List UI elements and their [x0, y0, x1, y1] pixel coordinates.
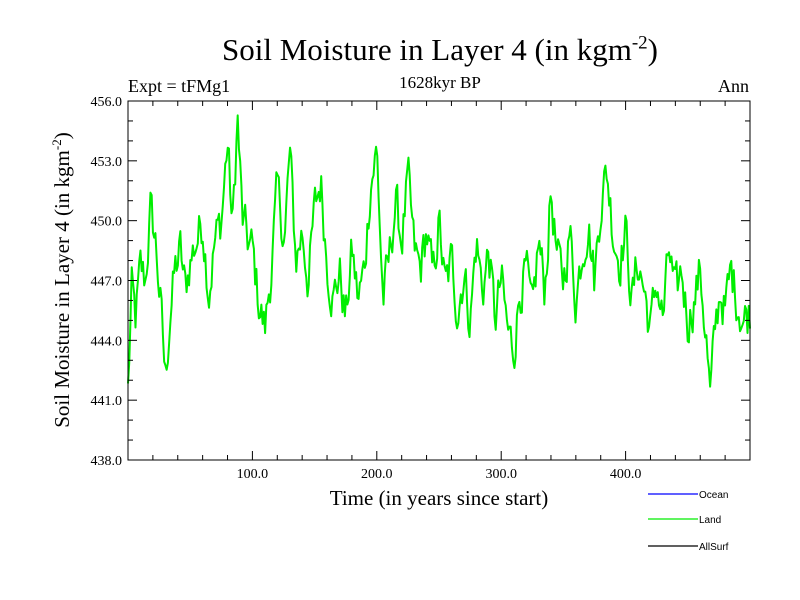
y-tick-label: 450.0	[91, 215, 123, 230]
chart-subtitle: 1628kyr BP	[399, 73, 481, 92]
legend-label-allsurf: AllSurf	[699, 542, 729, 553]
y-tick-label: 444.0	[91, 334, 123, 349]
legend-label-land: Land	[699, 515, 721, 526]
x-tick-label: 100.0	[237, 467, 269, 482]
chart-title: Soil Moisture in Layer 4 (in kgm-2)	[222, 32, 658, 67]
series-line-land	[127, 114, 751, 388]
season-label: Ann	[718, 76, 749, 96]
x-axis-label: Time (in years since start)	[329, 486, 549, 510]
plot-frame	[127, 100, 751, 461]
y-tick-label: 441.0	[91, 394, 123, 409]
x-tick-label: 200.0	[361, 467, 393, 482]
plot-area	[127, 114, 751, 388]
legend: Ocean Land AllSurf	[648, 490, 729, 553]
x-tick-label: 300.0	[485, 467, 517, 482]
axes: 438.0 441.0 444.0 447.0 450.0 453.0 456.0 100.0…	[91, 95, 751, 482]
y-tick-label: 447.0	[91, 275, 123, 290]
y-tick-label: 438.0	[91, 454, 123, 469]
x-tick-label: 400.0	[610, 467, 642, 482]
y-tick-label: 456.0	[91, 95, 123, 110]
experiment-label: Expt = tFMg1	[128, 76, 231, 96]
legend-label-ocean: Ocean	[699, 490, 728, 501]
y-tick-label: 453.0	[91, 155, 123, 170]
